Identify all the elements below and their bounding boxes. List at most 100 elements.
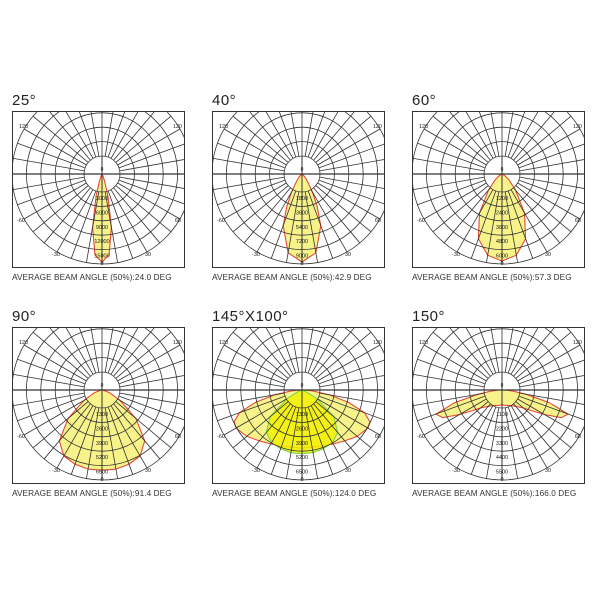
grid-radial-line: [510, 112, 539, 159]
polar-grid: [413, 112, 584, 265]
angle-label: 60: [375, 434, 381, 440]
grid-radial-line: [65, 112, 94, 159]
angle-label-top: 0: [301, 167, 304, 173]
polar-plot: 120 -60 -30 0 30 60 120 0 1300 2600 3900 5200 6500: [213, 328, 384, 483]
grid-radial-line: [443, 187, 491, 244]
angle-label: -60: [417, 218, 425, 224]
grid-radial-line: [104, 328, 114, 373]
grid-radial-line: [256, 189, 294, 253]
angle-label: 120: [419, 340, 428, 346]
grid-radial-line: [32, 331, 89, 379]
grid-radial-line: [115, 331, 172, 379]
angle-label: 60: [175, 434, 181, 440]
grid-radial-line: [470, 190, 497, 259]
grid-radial-line: [279, 328, 297, 374]
grid-radial-line: [319, 375, 384, 388]
grid-radial-line: [285, 407, 300, 479]
grid-radial-line: [290, 328, 300, 373]
angle-label: 30: [345, 468, 351, 474]
polar-grid: [13, 328, 184, 481]
grid-radial-line: [90, 328, 100, 373]
angle-label: -60: [217, 434, 225, 440]
angle-label: -30: [52, 252, 60, 258]
grid-radial-line: [479, 328, 497, 374]
grid-radial-line: [313, 112, 355, 161]
grid-radial-line: [243, 187, 291, 244]
polar-plot-frame: 120 -60 -30 0 30 60 120 0 1200 2400 3600 4800 6000: [412, 111, 585, 268]
angle-label: 30: [545, 468, 551, 474]
grid-radial-line: [490, 328, 500, 373]
grid-radial-line: [213, 392, 285, 407]
polar-grid: [213, 112, 384, 265]
grid-radial-line: [17, 395, 86, 422]
grid-radial-line: [507, 190, 534, 259]
grid-radial-line: [13, 392, 85, 407]
grid-radial-line: [115, 401, 172, 449]
grid-radial-line: [513, 187, 561, 244]
ring-value-label: 3900: [96, 441, 108, 447]
grid-radial-line: [118, 143, 184, 169]
grid-radial-line: [479, 112, 497, 158]
grid-radial-line: [519, 159, 584, 172]
angle-label: 120: [419, 124, 428, 130]
ring-value-label: 4800: [496, 239, 508, 245]
grid-radial-line: [432, 185, 489, 233]
polar-plot: 120 -60 -30 0 30 60 120 0 1100 2200 3300 4400 5500: [413, 328, 584, 483]
angle-label: 120: [373, 340, 382, 346]
polar-plot-frame: 120 -60 -30 0 30 60 120 0 1100 2200 3300 4400 5500: [412, 327, 585, 484]
grid-radial-line: [318, 395, 384, 421]
grid-radial-line: [113, 112, 155, 161]
angle-label: 120: [219, 340, 228, 346]
grid-radial-line: [223, 344, 287, 382]
grid-radial-line: [417, 395, 486, 422]
grid-radial-line: [113, 187, 161, 244]
grid-radial-line: [270, 406, 297, 475]
polar-plot-frame: 120 -60 -30 0 30 60 120 0 3000 6000 9000 12000 15000: [12, 111, 185, 268]
grid-radial-line: [104, 191, 119, 263]
ring-value-label: 15000: [94, 254, 109, 260]
grid-radial-line: [315, 331, 372, 379]
angle-label: 30: [145, 252, 151, 258]
grid-radial-line: [318, 143, 384, 169]
diagram-title: 90°: [12, 308, 37, 325]
grid-radial-line: [118, 179, 184, 205]
grid-radial-line: [510, 405, 548, 469]
beam-angle-caption: AVERAGE BEAM ANGLE (50%):57.3 DEG: [412, 273, 572, 282]
angle-label: 120: [19, 124, 28, 130]
grid-radial-line: [317, 182, 381, 220]
grid-radial-line: [515, 331, 572, 379]
grid-radial-line: [23, 128, 87, 166]
grid-radial-line: [279, 112, 297, 158]
angle-label: 60: [375, 218, 381, 224]
polar-plot: 120 -60 -30 0 30 60 120 0 3000 6000 9000 12000 15000: [13, 112, 184, 267]
ring-value-label: 6000: [96, 210, 108, 216]
grid-radial-line: [317, 398, 381, 436]
grid-radial-line: [504, 407, 519, 479]
grid-radial-line: [456, 189, 494, 253]
angle-label: 120: [173, 124, 182, 130]
angle-label: -30: [252, 252, 260, 258]
ring-value-label: 1100: [496, 412, 508, 418]
grid-radial-line: [515, 185, 572, 233]
polar-grid: [13, 112, 184, 265]
grid-radial-line: [417, 142, 486, 169]
grid-radial-line: [65, 328, 94, 375]
angle-label: 30: [145, 468, 151, 474]
grid-radial-line: [310, 112, 339, 159]
angle-label: -60: [417, 434, 425, 440]
grid-radial-line: [265, 112, 294, 159]
grid-radial-line: [79, 112, 97, 158]
grid-radial-line: [232, 115, 289, 163]
grid-radial-line: [307, 328, 325, 374]
grid-radial-line: [319, 159, 384, 172]
grid-radial-line: [313, 403, 361, 460]
polar-grid: [213, 328, 384, 481]
ring-value-label: 5500: [496, 470, 508, 476]
grid-radial-line: [13, 157, 85, 172]
grid-radial-line: [423, 182, 487, 220]
grid-radial-line: [519, 375, 584, 388]
ring-value-label: 7200: [296, 239, 308, 245]
grid-radial-line: [432, 331, 489, 379]
grid-radial-line: [32, 185, 89, 233]
grid-radial-line: [515, 115, 572, 163]
